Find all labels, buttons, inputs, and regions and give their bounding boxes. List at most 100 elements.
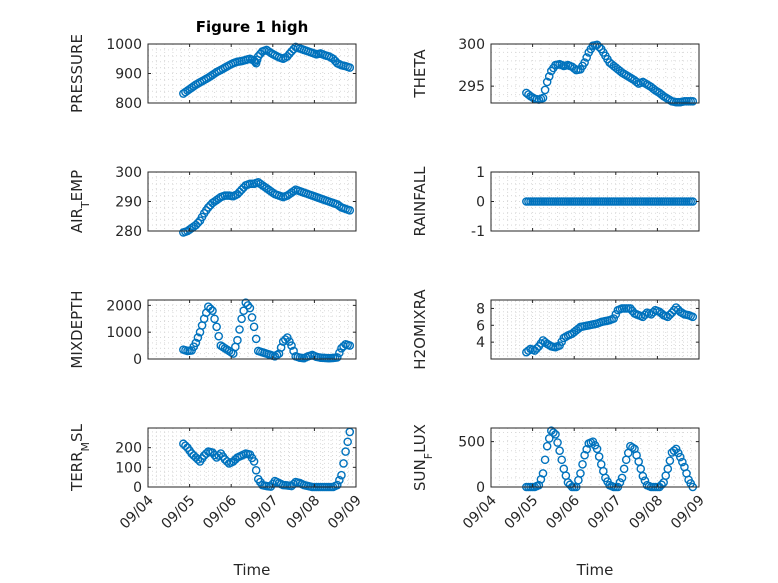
- data-point: [549, 428, 558, 437]
- data-point: [247, 313, 257, 322]
- y-tick-label: 500: [458, 435, 485, 451]
- subplot-sun-flux: 0 500 09/04 09/05 09/06 09/07 09/08 09/09 SUNFLU…: [411, 424, 708, 579]
- subplot-rainfall: -1 0 1 RAINFALL: [411, 165, 700, 240]
- data-point: [345, 341, 355, 350]
- data-point: [638, 471, 648, 481]
- data-point: [253, 52, 263, 61]
- subplot-mixdepth: 0 1000 2000 MIXDEPTH: [68, 290, 357, 369]
- data-point: [675, 452, 685, 462]
- y-tick-label: 1000: [106, 37, 142, 53]
- subplot-terr-msl: 0 100 200 09/04 09/05 09/06 09/07 09/08 09/09 TER…: [68, 423, 365, 579]
- data-point: [678, 457, 687, 467]
- data-point: [287, 341, 296, 350]
- data-point: [553, 438, 562, 447]
- data-point: [245, 303, 255, 313]
- subplot-air-temp: 280 290 300 AIRTEMP: [68, 165, 357, 240]
- y-axis-label: AIRTEMP: [68, 170, 92, 233]
- data-point: [337, 470, 346, 480]
- y-tick-label: 2000: [106, 298, 142, 314]
- data-point: [569, 64, 579, 73]
- data-point: [345, 63, 355, 72]
- x-tick-label: 09/05: [159, 493, 199, 533]
- x-tick-label: 09/04: [117, 492, 157, 532]
- series-markers: [179, 42, 355, 98]
- data-point: [210, 69, 219, 78]
- y-tick-label: 280: [115, 224, 142, 240]
- data-point: [592, 444, 602, 454]
- data-point: [233, 335, 242, 345]
- y-tick-label: 6: [476, 318, 485, 334]
- data-point: [343, 437, 352, 447]
- series-markers: [179, 298, 355, 363]
- chart-title: Figure 1 high: [196, 18, 309, 36]
- x-axis-label: Time: [576, 561, 614, 579]
- x-tick-label: 09/05: [502, 493, 542, 533]
- data-point: [557, 455, 567, 465]
- y-tick-label: 4: [476, 335, 485, 351]
- subplot-pressure: 800 900 1000 PRESSURE Figure 1 high: [68, 18, 357, 113]
- data-point: [688, 97, 698, 106]
- data-point: [193, 455, 203, 464]
- data-point: [544, 434, 554, 443]
- data-point: [619, 464, 629, 474]
- data-point: [524, 346, 533, 355]
- x-tick-label: 09/09: [325, 493, 365, 533]
- data-point: [237, 314, 246, 324]
- data-point: [580, 58, 589, 67]
- data-point: [210, 450, 219, 460]
- data-point: [341, 447, 350, 456]
- data-point: [582, 53, 591, 62]
- y-tick-label: -1: [471, 224, 485, 240]
- data-point: [544, 72, 554, 81]
- axes-box: [490, 299, 700, 360]
- data-point: [540, 455, 550, 465]
- data-point: [249, 322, 259, 332]
- x-tick-label: 09/08: [283, 493, 323, 533]
- x-tick-label: 09/06: [543, 492, 583, 532]
- data-point: [289, 346, 298, 356]
- series-markers: [522, 40, 698, 107]
- subplot-theta: 295 300 THETA: [411, 37, 700, 107]
- series-markers: [522, 303, 698, 357]
- data-point: [235, 325, 244, 334]
- data-point: [576, 469, 585, 478]
- x-axis-label: Time: [233, 561, 271, 579]
- data-point: [594, 42, 604, 52]
- y-tick-label: 1000: [106, 325, 142, 341]
- y-tick-label: 0: [476, 480, 485, 496]
- data-point: [609, 314, 619, 323]
- data-point: [640, 310, 650, 320]
- data-point: [671, 444, 681, 454]
- data-point: [283, 333, 292, 342]
- data-point: [611, 310, 621, 319]
- y-axis-label: H2OMIXRA: [411, 289, 429, 370]
- data-point: [289, 479, 298, 489]
- y-tick-label: 290: [115, 195, 142, 211]
- data-point: [542, 77, 552, 87]
- data-point: [214, 451, 224, 460]
- data-point: [663, 464, 673, 474]
- data-point: [332, 480, 342, 490]
- data-point: [551, 430, 560, 439]
- data-point: [191, 338, 201, 348]
- axes-box: [490, 43, 700, 104]
- subplot-h2omixra: 468 H2OMIXRA: [411, 289, 700, 370]
- data-point: [578, 460, 587, 469]
- data-point: [181, 441, 190, 451]
- axes-box: [147, 427, 357, 488]
- data-point: [214, 331, 224, 341]
- data-point: [615, 478, 625, 487]
- y-tick-label: 8: [476, 301, 485, 317]
- y-tick-label: 800: [115, 96, 142, 112]
- y-tick-label: 300: [458, 37, 485, 53]
- y-tick-label: 0: [476, 195, 485, 211]
- x-tick-label: 09/09: [668, 493, 708, 533]
- data-point: [285, 49, 294, 59]
- data-point: [532, 344, 542, 353]
- data-point: [222, 457, 232, 466]
- y-tick-label: 1: [476, 165, 485, 181]
- axes-box: [490, 427, 700, 488]
- x-tick-label: 09/07: [585, 493, 625, 533]
- data-point: [206, 304, 215, 314]
